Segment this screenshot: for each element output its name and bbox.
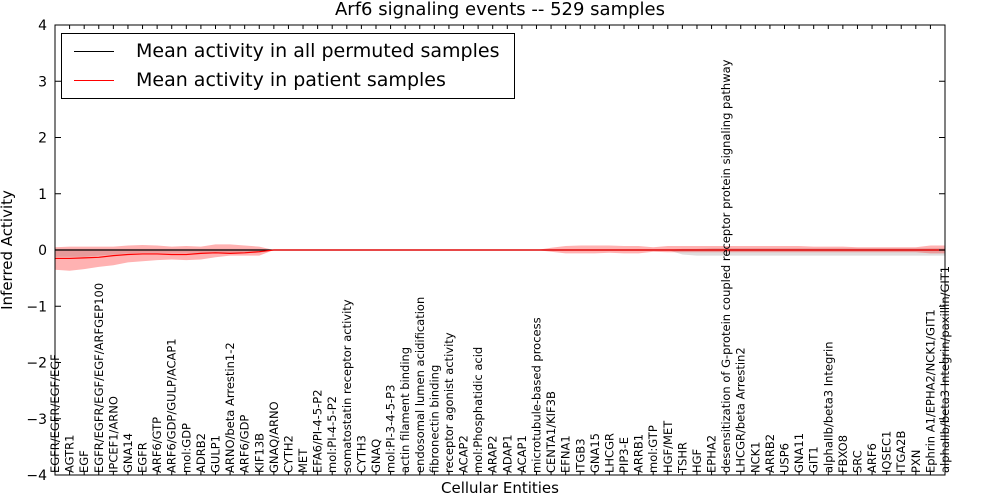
x-tick-label: ACAP2	[457, 435, 471, 473]
y-tick-label: 4	[38, 18, 47, 34]
y-tick-label: 1	[38, 187, 47, 203]
patient-mean-line	[55, 249, 945, 260]
x-tick-label: microtubule-based process	[529, 317, 543, 473]
x-tick-label: ITGB3	[573, 438, 587, 473]
x-tick-label: GNA14	[121, 433, 135, 473]
y-tick-label: 3	[38, 74, 47, 90]
x-tick-label: IQSEC1	[880, 431, 894, 473]
x-tick-label: mol:PI-3-4-5-P3	[384, 385, 398, 473]
x-tick-label: NCK1	[748, 442, 762, 474]
x-tick-label: HGF/MET	[661, 420, 675, 473]
x-tick-label: EGFR/EGFR/EGF/EGF/ARFGEP100	[92, 283, 106, 473]
x-tick-label: USP6	[778, 443, 792, 473]
x-tick-label: ACAP1	[515, 435, 529, 473]
x-tick-label: TSHR	[675, 442, 689, 474]
x-tick-label: EPHA2	[705, 435, 719, 473]
y-tick-label: 0	[38, 243, 47, 259]
x-tick-label: EGF	[77, 450, 91, 473]
legend-swatch-patient	[74, 79, 114, 81]
x-tick-label: PIP3-E	[617, 437, 631, 473]
x-tick-label: SRC	[850, 450, 864, 473]
x-tick-label: mol:Phosphatidic acid	[471, 347, 485, 473]
x-tick-label: ARF6/GTP	[150, 417, 164, 473]
x-tick-label: ARAP2	[486, 435, 500, 473]
x-tick-label: LHCGR	[602, 433, 616, 473]
y-tick-label: −1	[26, 299, 47, 315]
x-tick-label: alphaIIb/beta3 Integrin/paxillin/GIT1	[938, 266, 952, 473]
y-tick-label: −3	[26, 412, 47, 428]
x-tick-label: alphaIIb/beta3 Integrin	[821, 341, 835, 473]
x-tick-label: GNAQ	[369, 439, 383, 473]
x-tick-label: mol:PI-4-5-P2	[325, 396, 339, 473]
legend-item-patient: Mean activity in patient samples	[74, 69, 446, 91]
x-tick-label: GULP1	[208, 435, 222, 473]
x-tick-label: ADRB2	[194, 433, 208, 473]
legend-swatch-permuted	[74, 50, 114, 52]
x-tick-label: EGFR/EGFR/EGF/EGF	[48, 354, 62, 473]
x-tick-label: LHCGR/beta Arrestin2	[734, 347, 748, 473]
x-tick-label: CYTH3	[354, 435, 368, 473]
y-tick-label: 2	[38, 131, 47, 147]
x-tick-label: ARRB1	[632, 434, 646, 473]
x-tick-label: desensitization of G-protein coupled rec…	[719, 59, 733, 473]
legend-label-patient: Mean activity in patient samples	[136, 69, 446, 91]
x-tick-label: ARF6	[865, 443, 879, 473]
x-tick-label: AGTR1	[63, 434, 77, 473]
patient-band	[55, 244, 945, 271]
x-tick-label: somatostatin receptor activity	[340, 299, 354, 473]
x-tick-label: CENTA1/KIF3B	[544, 391, 558, 473]
chart-title: Arf6 signaling events -- 529 samples	[335, 0, 665, 20]
x-tick-label: ITGA2B	[894, 430, 908, 473]
legend-item-permuted: Mean activity in all permuted samples	[74, 40, 500, 62]
x-tick-label: EGFR	[136, 442, 150, 473]
x-tick-label: mol:GTP	[646, 425, 660, 473]
x-tick-label: FBXO8	[836, 435, 850, 473]
x-tick-label: KIF13B	[252, 433, 266, 473]
x-tick-label: IPCEF1/ARNO	[106, 396, 120, 473]
x-tick-label: CYTH2	[281, 435, 295, 473]
x-tick-label: receptor agonist activity	[442, 332, 456, 473]
y-tick-label: −4	[26, 468, 47, 484]
x-tick-label: EFNA1	[559, 435, 573, 473]
y-axis-label: Inferred Activity	[0, 190, 16, 310]
x-tick-label: EFA6/PI-4-5-P2	[311, 389, 325, 473]
x-tick-label: HGF	[690, 449, 704, 473]
x-tick-label: ARNO/beta Arrestin1-2	[223, 342, 237, 473]
x-tick-label: ARRB2	[763, 434, 777, 473]
x-tick-label: ARF6/GDP	[238, 415, 252, 473]
x-tick-label: MET	[296, 448, 310, 473]
legend-label-permuted: Mean activity in all permuted samples	[136, 40, 500, 62]
x-tick-label: GIT1	[807, 446, 821, 473]
legend: Mean activity in all permuted samples Me…	[61, 33, 515, 99]
y-tick-label: −2	[26, 356, 47, 372]
x-tick-label: GNA15	[588, 433, 602, 473]
x-tick-label: endosomal lumen acidification	[413, 297, 427, 473]
x-axis-label: Cellular Entities	[441, 479, 559, 497]
x-tick-label: ADAP1	[500, 434, 514, 473]
x-tick-label: Ephrin A1/EPHA2/NCK1/GIT1	[923, 309, 937, 473]
x-tick-label: GNA11	[792, 433, 806, 473]
x-tick-label: PXN	[909, 450, 923, 473]
x-tick-label: fibronectin binding	[427, 365, 441, 473]
x-tick-label: GNAQ/ARNO	[267, 401, 281, 473]
x-tick-label: mol:GDP	[179, 423, 193, 473]
x-tick-label: actin filament binding	[398, 347, 412, 473]
x-tick-label: ARF6/GDP/GULP/ACAP1	[165, 338, 179, 473]
